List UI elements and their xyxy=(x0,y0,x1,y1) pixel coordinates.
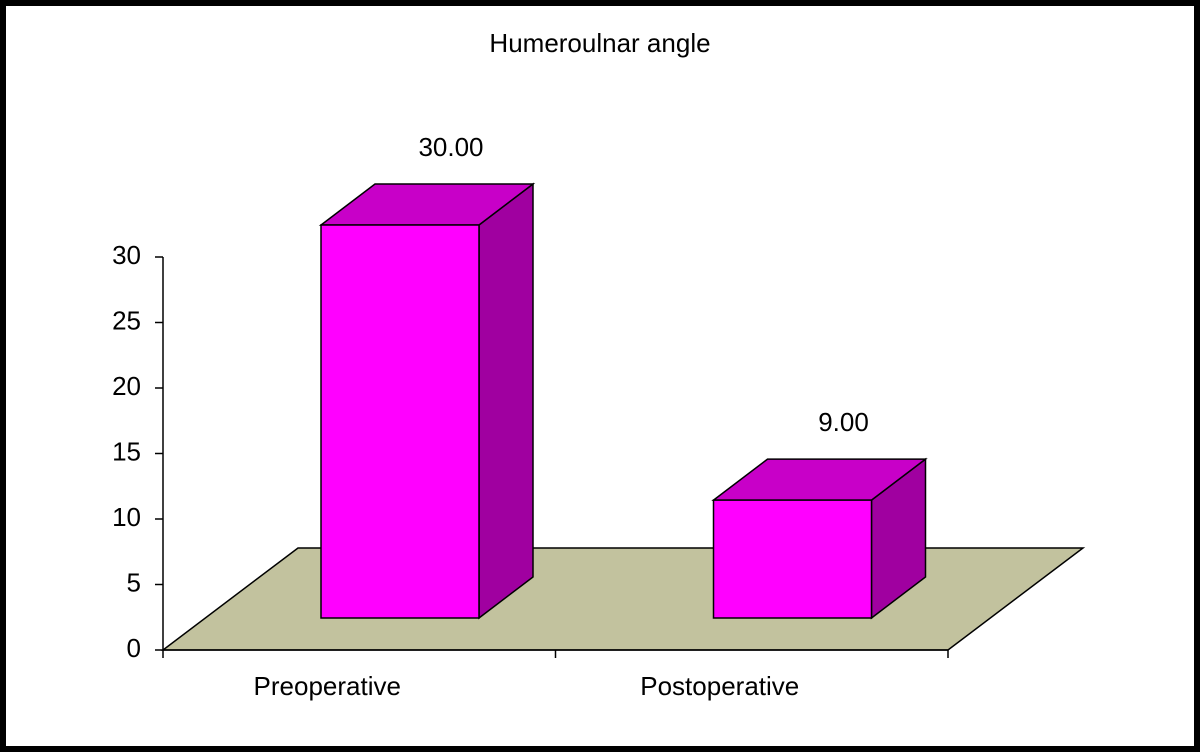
bar-side xyxy=(478,182,534,620)
bar xyxy=(711,457,928,620)
floor xyxy=(160,547,1086,651)
y-tick-label: 25 xyxy=(112,305,141,335)
y-tick-label: 5 xyxy=(127,567,141,597)
chart-title: Humeroulnar angle xyxy=(489,28,710,58)
value-label: 9.00 xyxy=(818,407,869,437)
bar xyxy=(318,182,536,620)
y-tick-label: 0 xyxy=(127,633,141,663)
y-tick-label: 15 xyxy=(112,436,141,466)
y-tick-label: 20 xyxy=(112,371,141,401)
y-tick-label: 10 xyxy=(112,502,141,532)
value-label: 30.00 xyxy=(418,132,483,162)
bar-front xyxy=(712,499,873,619)
bar-front xyxy=(320,224,480,619)
x-tick-label: Postoperative xyxy=(640,671,799,701)
x-tick-label: Preoperative xyxy=(254,671,401,701)
y-tick-label: 30 xyxy=(112,240,141,270)
